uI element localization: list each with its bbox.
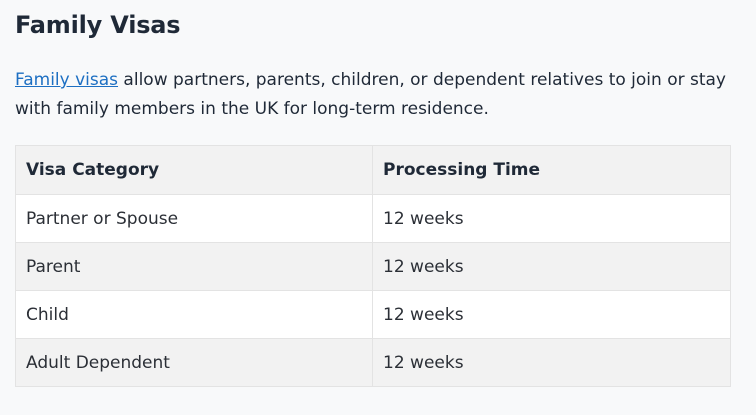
table-row: Adult Dependent 12 weeks [15,338,731,387]
processing-time-cell: 12 weeks [372,338,731,387]
table-row: Parent 12 weeks [15,242,731,291]
visa-category-cell: Adult Dependent [15,338,373,387]
page-title: Family Visas [15,11,181,39]
family-visas-link[interactable]: Family visas [15,70,119,90]
table-row: Child 12 weeks [15,290,731,339]
column-header-visa-category: Visa Category [15,145,373,195]
intro-text: allow partners, parents, children, or de… [15,70,726,119]
intro-paragraph: Family visas allow partners, parents, ch… [15,66,735,124]
table-row: Partner or Spouse 12 weeks [15,194,731,243]
visa-table: Visa Category Processing Time Partner or… [15,145,731,387]
visa-category-cell: Child [15,290,373,339]
processing-time-cell: 12 weeks [372,194,731,243]
processing-time-cell: 12 weeks [372,242,731,291]
visa-category-cell: Partner or Spouse [15,194,373,243]
visa-category-cell: Parent [15,242,373,291]
table-header-row: Visa Category Processing Time [15,145,731,195]
processing-time-cell: 12 weeks [372,290,731,339]
column-header-processing-time: Processing Time [372,145,731,195]
